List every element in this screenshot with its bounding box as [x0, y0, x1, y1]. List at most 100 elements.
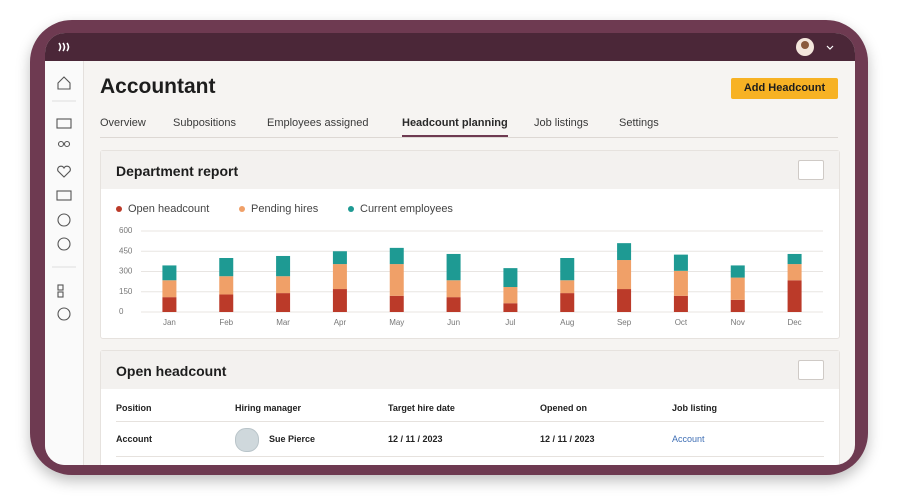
- x-tick-label: May: [389, 318, 404, 327]
- bar: [219, 294, 234, 312]
- bar: [219, 258, 234, 277]
- legend-marker: [116, 206, 122, 212]
- tab[interactable]: Overview: [100, 117, 146, 129]
- bar: [503, 303, 518, 312]
- bar: [673, 254, 688, 271]
- tab[interactable]: Job listings: [534, 117, 589, 129]
- tab[interactable]: Employees assigned: [267, 117, 369, 129]
- avatar-face: [801, 41, 809, 49]
- column-header: Opened on: [540, 403, 587, 413]
- bar: [730, 265, 745, 278]
- people-icon-2: [63, 140, 71, 148]
- bar: [560, 258, 575, 281]
- x-tick-label: Jun: [447, 318, 460, 327]
- heart-icon[interactable]: [57, 165, 71, 178]
- y-tick-label: 300: [119, 267, 133, 276]
- row-divider: [116, 456, 824, 457]
- legend-label: Pending hires: [251, 203, 319, 215]
- tab[interactable]: Subpositions: [173, 117, 236, 129]
- bar: [617, 289, 632, 312]
- tab[interactable]: Settings: [619, 117, 659, 129]
- top-bar: [45, 33, 855, 61]
- chart: Open headcount Pending hires Current emplo…: [116, 203, 823, 327]
- legend-marker: [239, 206, 245, 212]
- briefcase-icon[interactable]: [56, 118, 72, 129]
- y-tick-label: 0: [119, 307, 124, 316]
- column-header: Target hire date: [388, 403, 455, 413]
- bar: [276, 255, 291, 277]
- bar: [503, 287, 518, 304]
- bar: [219, 276, 234, 295]
- people-icon[interactable]: [57, 140, 65, 148]
- bar: [446, 280, 461, 298]
- column-header: Position: [116, 403, 152, 413]
- filter-button[interactable]: [798, 360, 824, 380]
- manager-avatar: [235, 428, 259, 452]
- x-tick-label: Sep: [617, 318, 632, 327]
- bar: [389, 295, 404, 312]
- org-icon[interactable]: [57, 284, 64, 291]
- job-listing-link[interactable]: Account: [672, 434, 705, 444]
- help-icon[interactable]: [57, 307, 71, 321]
- bar: [503, 268, 518, 288]
- card-title: Department report: [116, 163, 239, 179]
- bar: [162, 280, 177, 298]
- bar: [673, 295, 688, 312]
- x-tick-label: Dec: [787, 318, 801, 327]
- x-tick-label: Aug: [560, 318, 574, 327]
- bar: [560, 293, 575, 312]
- bar: [446, 253, 461, 281]
- main-content: Accountant Add Headcount Overview Subposi…: [83, 61, 855, 465]
- x-tick-label: Mar: [276, 318, 290, 327]
- y-tick-label: 600: [119, 226, 133, 235]
- card-title: Open headcount: [116, 363, 227, 379]
- money-icon[interactable]: [57, 213, 71, 227]
- bar: [332, 264, 347, 290]
- user-menu-caret[interactable]: [826, 45, 834, 50]
- column-header: Hiring manager: [235, 403, 302, 413]
- y-tick-label: 150: [119, 287, 133, 296]
- add-headcount-button[interactable]: Add Headcount: [731, 78, 838, 99]
- tab[interactable]: Headcount planning: [402, 117, 508, 137]
- bar: [617, 260, 632, 290]
- legend-label: Open headcount: [128, 203, 209, 215]
- org-icon-2: [57, 291, 64, 298]
- bar: [276, 293, 291, 312]
- table-cell: Sue Pierce: [269, 434, 316, 444]
- sidebar-icons: [52, 76, 76, 321]
- tab-bar: Overview Subpositions Employees assigned He…: [100, 117, 838, 138]
- table-cell: 12 / 11 / 2023: [388, 434, 443, 444]
- bar: [673, 270, 688, 296]
- home-icon[interactable]: [57, 76, 71, 90]
- x-tick-label: Jul: [505, 318, 515, 327]
- bar: [162, 297, 177, 312]
- x-tick-label: Oct: [675, 318, 688, 327]
- table-cell: Account: [116, 434, 152, 444]
- logo[interactable]: [58, 42, 70, 52]
- bar: [787, 264, 802, 281]
- legend-label: Current employees: [360, 203, 453, 215]
- legend-marker: [348, 206, 354, 212]
- bar: [787, 280, 802, 312]
- laptop-icon[interactable]: [56, 190, 72, 201]
- x-tick-label: Apr: [334, 318, 347, 327]
- header-divider: [116, 421, 824, 422]
- bar: [389, 264, 404, 296]
- screen: Accountant Add Headcount Overview Subposi…: [45, 33, 855, 465]
- bar: [446, 297, 461, 312]
- card-header: Department report: [101, 151, 839, 189]
- open-headcount-card: Open headcount Position Hiring manager Tar…: [100, 350, 840, 465]
- bar: [730, 277, 745, 300]
- top-bar-icons: [58, 38, 834, 56]
- column-header: Job listing: [672, 403, 717, 413]
- x-tick-label: Jan: [163, 318, 176, 327]
- settings-icon[interactable]: [57, 237, 71, 251]
- bar: [276, 276, 291, 294]
- filter-button[interactable]: [798, 160, 824, 180]
- bar: [332, 289, 347, 312]
- table-cell: 12 / 11 / 2023: [540, 434, 595, 444]
- bar: [389, 247, 404, 265]
- sidebar: [45, 61, 84, 465]
- bar: [162, 265, 177, 281]
